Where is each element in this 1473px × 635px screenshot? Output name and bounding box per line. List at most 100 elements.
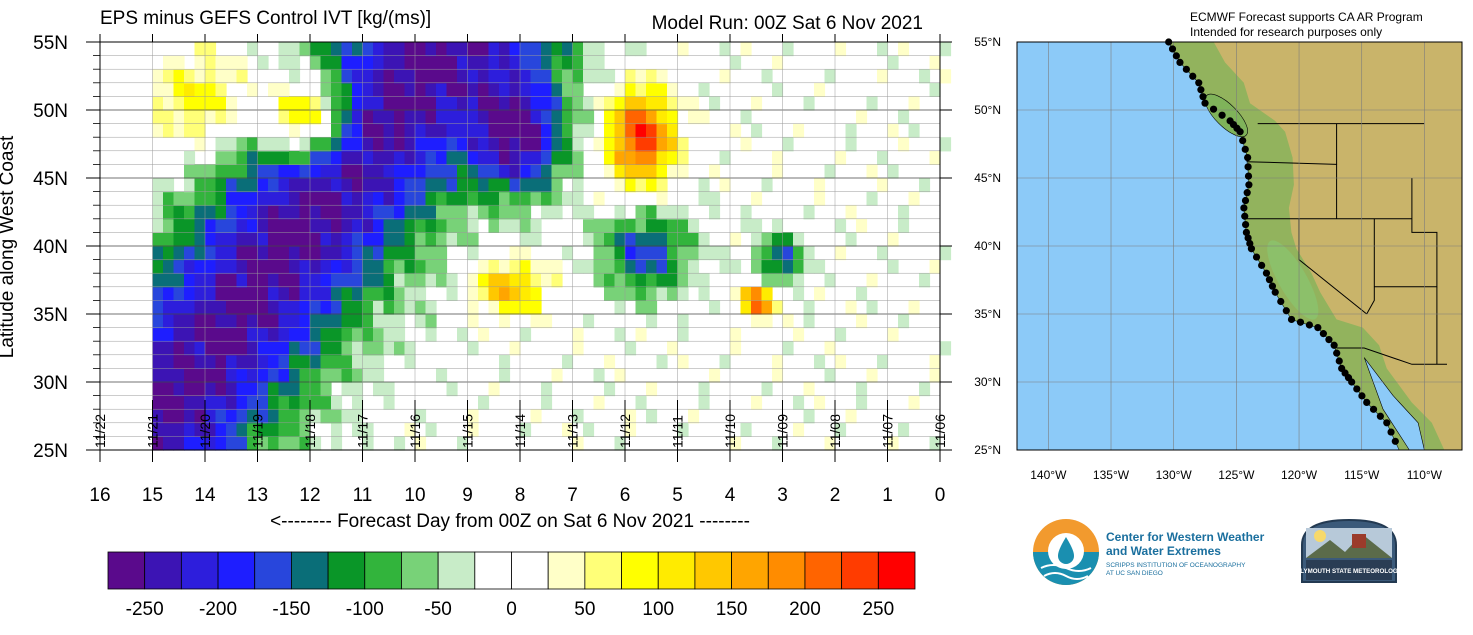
heatmap-cell: [215, 300, 227, 315]
coast-point-marker: [1247, 245, 1256, 253]
heatmap-cell: [772, 300, 784, 315]
heatmap-cell: [236, 286, 248, 301]
heatmap-cell: [835, 246, 847, 261]
heatmap-cell: [341, 55, 353, 70]
heatmap-cell: [614, 368, 626, 383]
heatmap-cell: [205, 232, 217, 247]
heatmap-cell: [625, 422, 637, 437]
heatmap-cell: [184, 69, 196, 84]
heatmap-cell: [614, 110, 626, 125]
heatmap-cell: [173, 368, 185, 383]
heatmap-cell: [205, 300, 217, 315]
heatmap-cell: [593, 246, 605, 261]
heatmap-cell: [488, 110, 500, 125]
heatmap-cell: [257, 150, 269, 165]
heatmap-cell: [740, 300, 752, 315]
heatmap-cell: [499, 205, 511, 220]
heatmap-cell: [194, 164, 206, 179]
heatmap-cell: [667, 150, 679, 165]
heatmap-cell: [625, 82, 637, 97]
heatmap-cell: [320, 42, 332, 57]
heatmap-cell: [184, 82, 196, 97]
heatmap-cell: [436, 205, 448, 220]
heatmap-cell: [341, 382, 353, 397]
heatmap-cell: [415, 42, 427, 57]
heatmap-cell: [383, 42, 395, 57]
heatmap-cell: [394, 191, 406, 206]
heatmap-cell: [215, 409, 227, 424]
heatmap-cell: [152, 69, 164, 84]
heatmap-cell: [268, 327, 280, 342]
heatmap-cell: [310, 218, 322, 233]
heatmap-cell: [310, 273, 322, 288]
heatmap-cell: [520, 286, 532, 301]
heatmap-cell: [152, 178, 164, 193]
heatmap-cell: [173, 55, 185, 70]
heatmap-cell: [677, 137, 689, 152]
heatmap-cell: [677, 42, 689, 57]
heatmap-cell: [772, 354, 784, 369]
heatmap-cell: [457, 327, 469, 342]
heatmap-cell: [509, 110, 521, 125]
heatmap-cell: [184, 123, 196, 138]
heatmap-cell: [362, 42, 374, 57]
heatmap-cell: [940, 246, 952, 261]
heatmap-cell: [289, 218, 301, 233]
heatmap-cell: [677, 232, 689, 247]
plymouth-state-logo: [1301, 518, 1397, 583]
heatmap-cell: [152, 82, 164, 97]
heatmap-cell: [583, 42, 595, 57]
heatmap-cell: [310, 191, 322, 206]
heatmap-cell: [541, 164, 553, 179]
heatmap-cell: [383, 55, 395, 70]
heatmap-cell: [362, 286, 374, 301]
coast-point-marker: [1201, 99, 1209, 107]
heatmap-cell: [877, 246, 889, 261]
heatmap-cell: [415, 69, 427, 84]
heatmap-cell: [173, 259, 185, 274]
heatmap-cell: [646, 259, 658, 274]
heatmap-cell: [478, 327, 490, 342]
heatmap-cell: [614, 205, 626, 220]
heatmap-cell: [782, 137, 794, 152]
heatmap-cell: [173, 218, 185, 233]
heatmap-cell: [383, 218, 395, 233]
colorbar-swatch: [107, 551, 146, 590]
heatmap-cell: [541, 395, 553, 410]
heatmap-cell: [845, 205, 857, 220]
heatmap-cell: [436, 273, 448, 288]
heatmap-cell: [226, 191, 238, 206]
heatmap-cell: [278, 436, 290, 451]
heatmap-cell: [929, 436, 941, 451]
heatmap-cell: [173, 314, 185, 329]
heatmap-cell: [163, 246, 175, 261]
heatmap-cell: [740, 110, 752, 125]
heatmap-cell: [446, 150, 458, 165]
heatmap-cell: [604, 354, 616, 369]
heatmap-cell: [415, 286, 427, 301]
heatmap-cell: [352, 341, 364, 356]
heatmap-cell: [278, 314, 290, 329]
heatmap-cell: [404, 191, 416, 206]
heatmap-cell: [352, 191, 364, 206]
heatmap-cell: [184, 341, 196, 356]
heatmap-cell: [163, 259, 175, 274]
coast-point-marker: [1252, 253, 1261, 261]
heatmap-cell: [614, 259, 626, 274]
heatmap-cell: [929, 368, 941, 383]
heatmap-cell: [362, 422, 374, 437]
heatmap-cell: [898, 314, 910, 329]
heatmap-cell: [404, 218, 416, 233]
heatmap-cell: [394, 341, 406, 356]
heatmap-cell: [163, 395, 175, 410]
heatmap-cell: [457, 150, 469, 165]
heatmap-cell: [730, 341, 742, 356]
heatmap-cell: [667, 259, 679, 274]
colorbar-labels: -250 -200 -150 -100 -50 0 50 100 150 200 250: [126, 599, 895, 620]
coast-point-marker: [1199, 93, 1207, 101]
heatmap-cell: [530, 232, 542, 247]
heatmap-cell: [331, 259, 343, 274]
heatmap-cell: [583, 96, 595, 111]
coast-point-marker: [1241, 220, 1250, 229]
heatmap-cell: [604, 96, 616, 111]
